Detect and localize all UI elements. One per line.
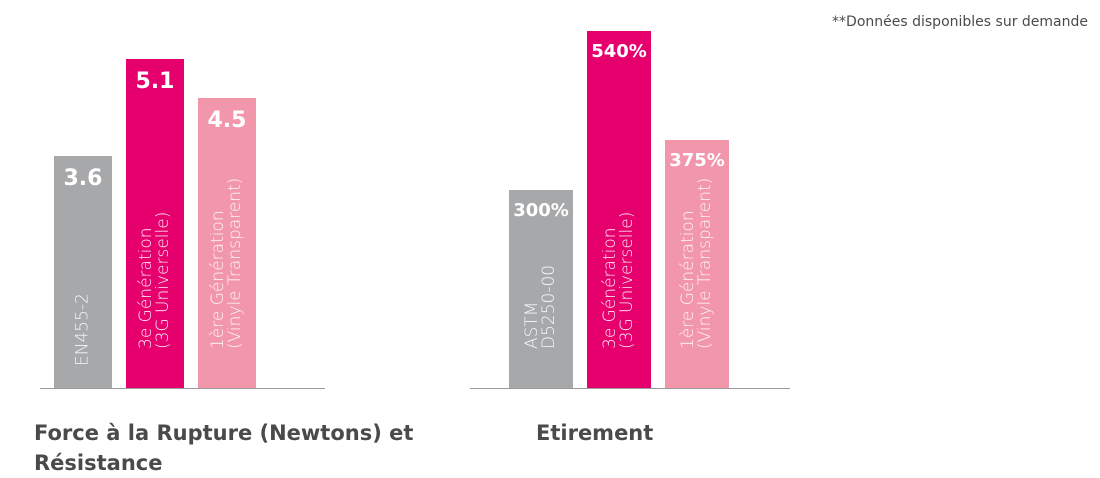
plot-area: 3.6 EN455-2 5.1 3e Génération (3G Universel… (40, 0, 325, 389)
category-label: ASTM D5250-00 (522, 264, 559, 349)
chart-title: Etirement (536, 421, 654, 445)
bar-3: 4.5 1ère Génération (Vinyle Transparent) (198, 98, 256, 389)
bar-2: 5.1 3e Génération (3G Universelle) (126, 59, 184, 389)
x-axis-baseline (40, 388, 325, 389)
x-axis-baseline (470, 388, 790, 389)
chart-etirement: 300% ASTM D5250-00 540% 3e Génération (3G U… (470, 0, 790, 477)
availability-note: **Données disponibles sur demande (832, 14, 1088, 30)
category-label: 1ère Génération (Vinyle Transparent) (678, 177, 715, 349)
category-label: EN455-2 (72, 293, 93, 366)
chart-force-rupture: 3.6 EN455-2 5.1 3e Génération (3G Universel… (34, 0, 413, 477)
value-label: 375% (669, 150, 725, 171)
value-label: 5.1 (135, 69, 175, 94)
value-label: 300% (513, 200, 569, 221)
category-label: 3e Génération (3G Universelle) (136, 211, 173, 349)
value-label: 3.6 (63, 166, 103, 191)
value-label: 4.5 (207, 108, 247, 133)
chart-title: Force à la Rupture (Newtons) et Résistan… (34, 421, 414, 475)
value-label: 540% (591, 41, 647, 62)
bar-3: 375% 1ère Génération (Vinyle Transparent) (665, 140, 729, 389)
category-label: 3e Génération (3G Universelle) (600, 211, 637, 349)
bar-2: 540% 3e Génération (3G Universelle) (587, 31, 651, 389)
plot-area: 300% ASTM D5250-00 540% 3e Génération (3G U… (470, 0, 790, 389)
bar-1: 3.6 EN455-2 (54, 156, 112, 389)
bar-1: 300% ASTM D5250-00 (509, 190, 573, 389)
category-label: 1ère Génération (Vinyle Transparent) (208, 177, 245, 349)
